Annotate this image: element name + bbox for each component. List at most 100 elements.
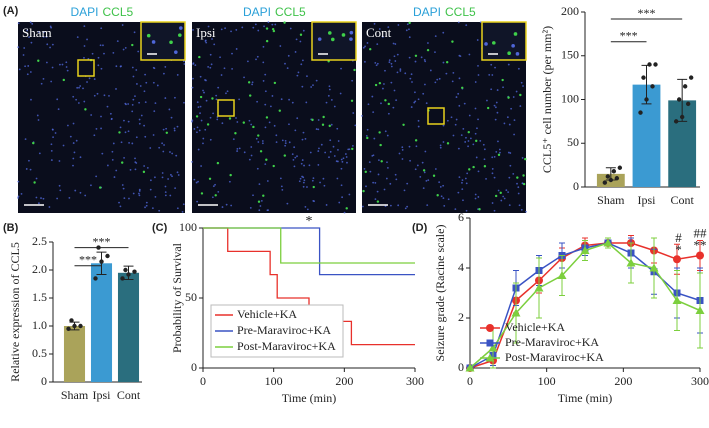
nucleus [392, 42, 395, 45]
nucleus [406, 23, 409, 26]
nucleus [235, 117, 237, 119]
ccl5-cell [483, 165, 487, 168]
annotation: # [675, 230, 682, 245]
nucleus [100, 27, 103, 30]
nucleus [231, 67, 233, 70]
inset-cell [169, 40, 173, 45]
data-point [685, 101, 691, 107]
nucleus [196, 131, 198, 134]
image-label: Cont [366, 25, 392, 40]
ccl5-cell [195, 115, 199, 118]
nucleus [315, 128, 318, 130]
ccl5-cell [478, 208, 481, 211]
nucleus [450, 116, 453, 119]
nucleus [287, 54, 290, 57]
nucleus [262, 45, 265, 48]
ccl5-cell [321, 123, 325, 126]
nucleus [212, 185, 215, 188]
nucleus [25, 168, 28, 170]
nucleus [491, 202, 494, 204]
nucleus [177, 174, 180, 176]
nucleus [86, 38, 88, 41]
nucleus [284, 62, 286, 65]
nucleus [439, 146, 442, 149]
ccl5-cell [494, 194, 498, 198]
x-tick-label: 100 [538, 374, 556, 388]
ccl5-cell [451, 40, 454, 43]
nucleus [299, 40, 302, 43]
nucleus [414, 60, 417, 63]
nucleus [512, 96, 515, 98]
ccl5-cell [402, 123, 405, 126]
nucleus [50, 150, 53, 152]
marker [603, 238, 613, 247]
nucleus [76, 36, 79, 39]
nucleus [380, 102, 382, 105]
nucleus [279, 45, 282, 47]
y-axis-label: Relative expression of CCL5 [8, 242, 22, 382]
ccl5-cell [519, 93, 522, 97]
nucleus [519, 105, 522, 107]
nucleus [169, 173, 172, 176]
ccl5-cell [432, 174, 436, 177]
nucleus [410, 106, 413, 108]
ccl5-cell [271, 27, 275, 31]
nucleus [175, 154, 178, 157]
bar [90, 263, 113, 382]
nucleus [408, 28, 410, 31]
nucleus [317, 128, 320, 131]
nucleus [457, 92, 460, 95]
nucleus [384, 69, 386, 72]
data-point [602, 180, 608, 185]
nucleus [169, 194, 172, 197]
nucleus [254, 23, 257, 26]
nucleus [419, 175, 422, 178]
ccl5-cell [228, 117, 232, 120]
ccl5-cell [283, 154, 287, 157]
nucleus [164, 194, 167, 197]
nucleus [440, 195, 443, 198]
nucleus [93, 134, 96, 137]
nucleus [506, 116, 509, 119]
ccl5-cell [252, 125, 255, 129]
nucleus [76, 86, 79, 89]
nucleus [149, 188, 152, 191]
nucleus [23, 47, 26, 49]
y-axis-label: CCL5⁺ cell number (per mm²) [540, 26, 554, 173]
nucleus [280, 185, 283, 188]
y-tick-label: 2.0 [32, 262, 47, 276]
nucleus [479, 21, 482, 24]
nucleus [346, 161, 348, 164]
x-tick-label: 200 [335, 374, 353, 388]
nucleus [301, 59, 304, 62]
nucleus [336, 127, 339, 130]
nucleus [83, 100, 86, 103]
nucleus [464, 177, 467, 180]
ccl5-cell [378, 81, 382, 85]
nucleus [508, 123, 511, 126]
annotation: * [306, 214, 313, 229]
ccl5-cell [165, 131, 169, 134]
nucleus [458, 104, 461, 107]
nucleus [75, 98, 78, 101]
data-point [123, 267, 128, 273]
nucleus [296, 117, 299, 120]
nucleus [457, 21, 460, 24]
ccl5-cell [262, 194, 265, 197]
nucleus [468, 114, 471, 117]
nucleus [17, 46, 20, 49]
nucleus [386, 161, 388, 164]
nucleus [191, 120, 193, 123]
ccl5-cell [524, 157, 527, 161]
data-point [682, 84, 688, 89]
data-point [647, 62, 652, 67]
data-point [676, 97, 682, 102]
nucleus [134, 157, 136, 160]
nucleus [95, 175, 98, 178]
nucleus [27, 65, 30, 67]
nucleus [330, 99, 333, 101]
nucleus [45, 61, 48, 64]
nucleus [426, 204, 429, 207]
nucleus [371, 155, 374, 157]
nucleus [340, 167, 343, 170]
